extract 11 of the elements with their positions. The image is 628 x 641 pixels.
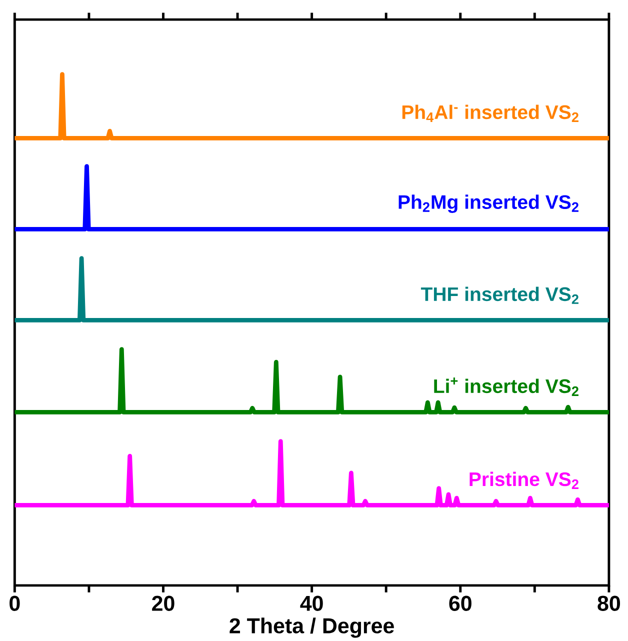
series-label: Ph$_{4}$Al$^{-}$ inserted VS$_{2}$ bbox=[402, 104, 579, 122]
series-label: Li$^{+}$ inserted VS$_{2}$ bbox=[434, 378, 579, 396]
series-label: Pristine VS$_{2}$ bbox=[470, 472, 579, 489]
x-tick-label: 80 bbox=[598, 596, 620, 611]
series-label: THF inserted VS$_{2}$ bbox=[421, 286, 579, 304]
x-tick-label: 60 bbox=[449, 596, 472, 611]
x-tick-label: 40 bbox=[300, 596, 324, 611]
x-axis-title: 2 Theta / Degree bbox=[230, 618, 394, 638]
x-tick-label: 20 bbox=[152, 596, 175, 611]
series-label: Ph$_{2}$Mg inserted VS$_{2}$ bbox=[399, 194, 579, 213]
x-tick-label: 0 bbox=[10, 596, 20, 611]
